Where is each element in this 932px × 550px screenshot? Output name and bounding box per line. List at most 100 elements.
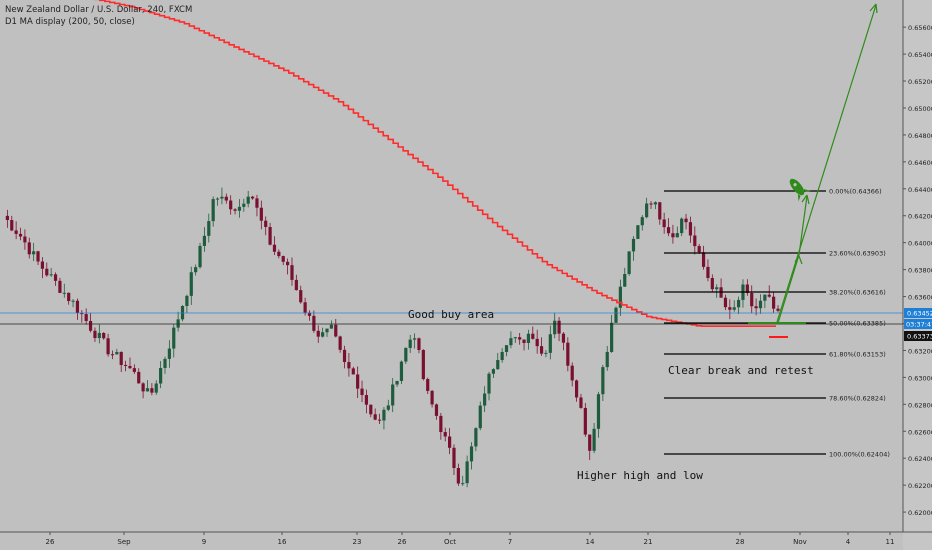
x-tick-label: 21: [644, 538, 653, 546]
indicator-label: D1 MA display (200, 50, close): [5, 17, 135, 27]
fib-label: 38.20%(0.63616): [829, 289, 886, 297]
candle-body: [518, 337, 522, 340]
candle-body: [723, 297, 728, 308]
candle-body: [137, 371, 141, 384]
candle-body: [277, 251, 281, 257]
candle-body: [167, 348, 171, 359]
candle-body: [588, 434, 592, 451]
candle-body: [750, 293, 754, 307]
candle-body: [242, 203, 246, 207]
candle-body: [666, 227, 671, 234]
long-arrow: [776, 4, 877, 323]
candle-body: [399, 361, 404, 381]
candle-body: [159, 367, 163, 384]
candle-body: [172, 327, 176, 349]
candle-body: [391, 384, 395, 406]
candle-body: [610, 322, 614, 352]
candle-body: [128, 365, 132, 369]
candle-body: [684, 218, 688, 223]
candle-body: [439, 415, 443, 433]
candle-body: [250, 196, 255, 199]
fib-label: 100.00%(0.62404): [829, 451, 890, 459]
candle-body: [294, 279, 298, 291]
candle-body: [27, 242, 31, 255]
candle-body: [211, 199, 215, 222]
candle-body: [224, 196, 228, 201]
candle-body: [71, 300, 75, 302]
candle-body: [150, 388, 154, 393]
x-tick-label: 7: [508, 538, 512, 546]
candle-body: [325, 328, 329, 333]
candle-body: [329, 324, 333, 329]
candle-body: [745, 284, 749, 294]
candle-body: [500, 351, 504, 361]
candle-body: [693, 235, 697, 247]
candle-body: [592, 428, 596, 451]
fib-label: 50.00%(0.63385): [829, 320, 886, 328]
candle-body: [465, 461, 469, 484]
short-arrow: [777, 195, 808, 324]
candle-body: [132, 368, 136, 372]
candle-body: [649, 203, 653, 205]
y-tick-label: 0.65600: [908, 24, 932, 32]
candle-body: [259, 207, 263, 221]
candle-body: [627, 251, 631, 274]
price-axis-panel: [903, 0, 932, 550]
candle-body: [430, 390, 434, 405]
candle-body: [303, 302, 307, 313]
candle-body: [115, 351, 119, 355]
candle-body: [758, 300, 763, 309]
candle-body: [614, 307, 618, 323]
candle-body: [351, 368, 355, 375]
candle-body: [553, 320, 557, 335]
candle-body: [522, 339, 526, 343]
candle-body: [715, 287, 719, 290]
candle-body: [675, 233, 679, 238]
candle-body: [215, 198, 220, 200]
candle-body: [623, 273, 627, 287]
x-tick-label: 11: [886, 538, 895, 546]
candle-body: [356, 374, 360, 389]
annotation-good-buy-area: Good buy area: [408, 308, 494, 321]
candle-body: [198, 245, 202, 268]
candle-body: [618, 286, 622, 308]
candle-body: [23, 236, 27, 243]
candle-body: [548, 334, 552, 353]
candle-body: [290, 265, 294, 280]
candle-body: [583, 407, 587, 435]
candle-body: [14, 230, 18, 234]
candle-body: [395, 380, 399, 385]
reference-price-value: 0.63373: [907, 333, 932, 341]
candle-body: [535, 338, 539, 347]
candle-body: [456, 468, 460, 484]
annotation-clear-break: Clear break and retest: [668, 364, 814, 377]
candle-body: [207, 221, 211, 236]
mid-arrow-head: [794, 255, 803, 265]
candle-body: [566, 342, 570, 366]
candle-body: [93, 330, 97, 339]
candle-body: [504, 345, 509, 352]
candle-body: [338, 336, 342, 350]
candle-body: [268, 227, 272, 245]
candle-body: [40, 261, 45, 269]
candle-body: [461, 483, 465, 485]
candle-body: [579, 397, 583, 408]
fib-label: 23.60%(0.63903): [829, 250, 886, 258]
candle-body: [272, 244, 277, 252]
candle-body: [469, 446, 474, 462]
candle-body: [307, 312, 312, 316]
candle-body: [754, 306, 758, 309]
candle-body: [772, 296, 776, 309]
candle-body: [299, 290, 303, 303]
x-tick-label: 26: [398, 538, 407, 546]
annotation-higher-high: Higher high and low: [577, 469, 703, 482]
candle-body: [478, 405, 482, 429]
candle-body: [119, 351, 123, 365]
